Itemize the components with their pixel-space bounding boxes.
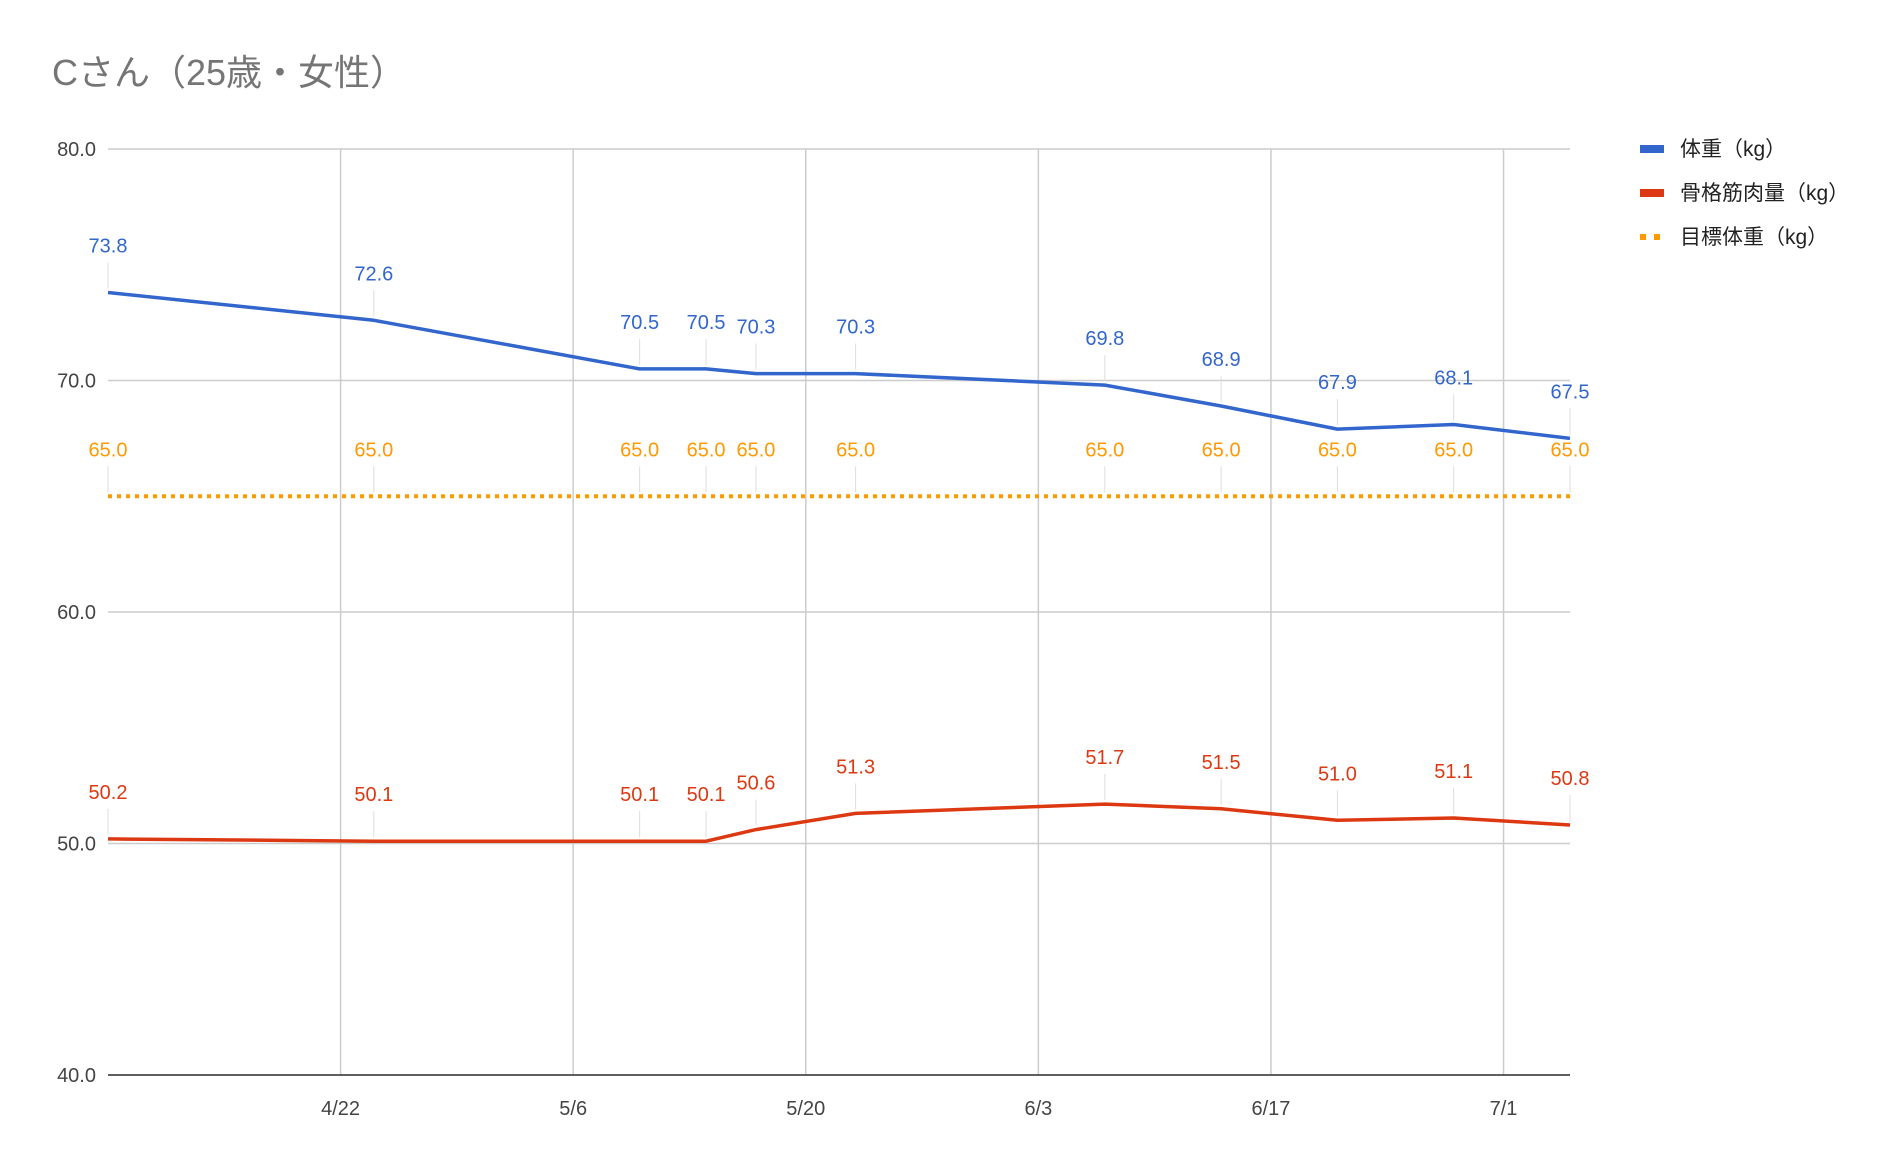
series-line-0 [107,290,1571,441]
data-label: 67.9 [1318,372,1357,394]
legend-swatch-1 [1640,189,1664,197]
series-layer [107,290,1571,843]
y-tick-label: 50.0 [57,834,96,856]
x-tick-label: 7/1 [1490,1098,1518,1120]
legend-label-1: 骨格筋肉量（kg） [1680,182,1849,205]
data-label: 50.6 [736,773,775,795]
data-label: 67.5 [1551,381,1590,403]
data-label: 70.5 [687,312,726,334]
x-tick-label: 6/17 [1251,1098,1290,1120]
data-label: 65.0 [1551,439,1590,461]
legend: 体重（kg） 骨格筋肉量（kg） 目標体重（kg） [1640,138,1849,249]
chart-title: Cさん（25歳・女性） [52,52,406,93]
data-label: 65.0 [736,439,775,461]
data-label: 69.8 [1085,328,1124,350]
data-label: 65.0 [687,439,726,461]
data-label: 65.0 [89,439,128,461]
data-label: 73.8 [89,236,128,258]
data-label: 50.2 [89,782,128,804]
data-label: 72.6 [354,263,393,285]
data-label: 50.1 [687,784,726,806]
x-tick-label: 6/3 [1024,1098,1052,1120]
data-label: 68.9 [1202,349,1241,371]
legend-swatch-0 [1640,145,1664,153]
x-tick-label: 4/22 [321,1098,360,1120]
data-label: 51.5 [1202,752,1241,774]
y-tick-label: 60.0 [57,602,96,624]
axes: 40.0 50.0 60.0 70.0 80.0 4/22 5/6 5/20 6/3 6/17 7/… [57,139,1570,1120]
data-label: 65.0 [354,439,393,461]
data-label: 51.3 [836,756,875,778]
data-label: 70.3 [836,317,875,339]
data-label: 65.0 [1318,439,1357,461]
data-labels: 73.8 72.6 70.5 70.5 70.3 70.3 69.8 68.9 67.9 68.1… [89,236,1590,838]
series-line-1 [107,802,1571,843]
data-label: 70.5 [620,312,659,334]
legend-label-2: 目標体重（kg） [1680,226,1828,249]
data-label: 68.1 [1434,367,1473,389]
data-label: 51.0 [1318,763,1357,785]
data-label: 51.1 [1434,761,1473,783]
grid [108,148,1570,1076]
y-tick-label: 70.0 [57,371,96,393]
x-tick-label: 5/20 [786,1098,825,1120]
data-label: 70.3 [736,317,775,339]
y-tick-label: 80.0 [57,139,96,161]
data-label: 65.0 [836,439,875,461]
data-label: 65.0 [1085,439,1124,461]
data-label: 50.8 [1551,768,1590,790]
data-label: 50.1 [620,784,659,806]
x-tick-label: 5/6 [559,1098,587,1120]
data-label: 51.7 [1085,747,1124,769]
data-label: 50.1 [354,784,393,806]
data-label: 65.0 [1202,439,1241,461]
legend-label-0: 体重（kg） [1680,138,1786,161]
data-label: 65.0 [1434,439,1473,461]
data-label: 65.0 [620,439,659,461]
y-tick-label: 40.0 [57,1065,96,1087]
